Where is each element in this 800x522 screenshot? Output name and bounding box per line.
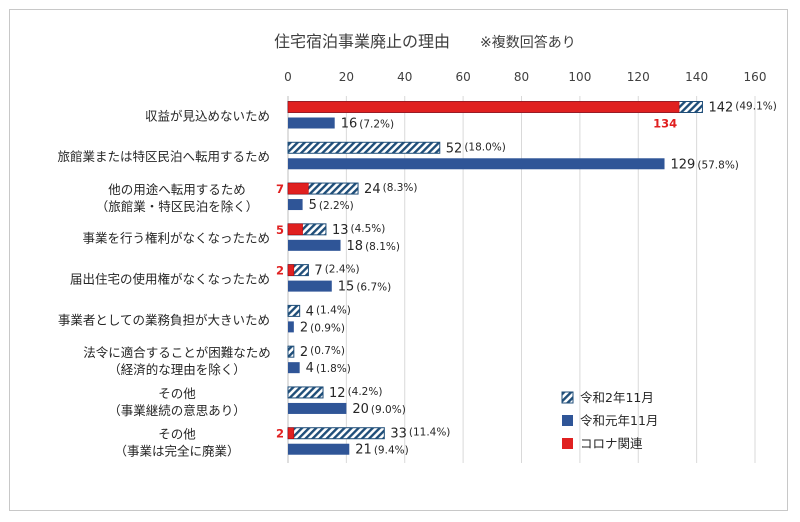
category-label: （旅館業・特区民泊を除く） (96, 199, 259, 214)
legend-swatch (562, 438, 573, 449)
r2-data-label: 13 (4.5%) (332, 223, 385, 238)
bar-r2-nov (287, 141, 441, 154)
r2-data-label: 33 (11.4%) (390, 427, 450, 442)
category-label: （事業は完全に廃業） (114, 444, 239, 459)
bar-r2-nov (287, 386, 324, 399)
corona-data-label: 5 (276, 223, 284, 237)
r1-data-label: 16 (7.2%) (341, 117, 394, 132)
category-label: 法令に適合することが困難なため (83, 345, 271, 360)
x-tick-label: 60 (455, 70, 470, 84)
category-label: 届出住宅の使用権がなくなったため (70, 272, 270, 287)
category-label: 事業を行う権利がなくなったため (82, 231, 270, 246)
bar-r1-nov (288, 321, 294, 333)
chart-subtitle: ※複数回答あり (480, 34, 576, 51)
x-tick-label: 40 (397, 70, 412, 84)
legend-label: コロナ関連 (580, 436, 643, 451)
r2-data-label: 52 (18.0%) (446, 141, 506, 156)
category-label: 旅館業または特区民泊へ転用するため (57, 149, 270, 164)
x-tick-label: 120 (627, 70, 650, 84)
x-tick-label: 0 (284, 70, 292, 84)
bar-corona (287, 427, 295, 439)
corona-data-label: 2 (276, 427, 284, 441)
x-tick-label: 140 (685, 70, 708, 84)
r1-data-label: 21 (9.4%) (355, 443, 408, 458)
category-label: 事業者としての業務負担が大きいため (58, 312, 270, 327)
r2-data-label: 4 (1.4%) (306, 304, 351, 319)
x-tick-label: 80 (514, 70, 529, 84)
x-tick-label: 20 (339, 70, 354, 84)
r1-data-label: 20 (9.0%) (352, 402, 405, 417)
r2-data-label: 7 (2.4%) (314, 264, 359, 279)
bar-corona (287, 182, 309, 195)
chart-title: 住宅宿泊事業廃止の理由 (274, 32, 450, 51)
r2-data-label: 12 (4.2%) (329, 386, 382, 401)
legend-swatch (561, 391, 574, 404)
corona-data-label: 2 (276, 264, 284, 278)
category-label: その他 (158, 427, 196, 442)
bar-r1-nov (288, 239, 341, 251)
bar-r2-nov (287, 304, 301, 317)
r1-data-label: 5 (2.2%) (309, 198, 354, 213)
bar-r1-nov (288, 280, 332, 292)
bar-r1-nov (288, 199, 303, 211)
bar-corona (287, 264, 295, 276)
category-label: 他の用途へ転用するため (108, 182, 246, 197)
chart-frame (9, 9, 788, 511)
r1-data-label: 4 (1.8%) (306, 361, 351, 376)
bar-r1-nov (288, 158, 665, 170)
r1-data-label: 2 (0.9%) (300, 320, 345, 335)
r2-data-label: 142 (49.1%) (708, 101, 776, 116)
bar-r1-nov (288, 117, 335, 129)
corona-data-label: 134 (653, 117, 677, 131)
bar-corona (287, 223, 303, 236)
r1-data-label: 18 (8.1%) (347, 239, 400, 254)
bar-corona (287, 101, 680, 113)
r1-data-label: 15 (6.7%) (338, 280, 391, 295)
bar-r2-nov (287, 345, 295, 358)
x-tick-label: 100 (568, 70, 591, 84)
category-label: 収益が見込めないため (145, 108, 270, 123)
category-label: その他 (158, 386, 196, 401)
corona-data-label: 7 (276, 182, 284, 196)
bar-r2-nov (287, 427, 385, 440)
legend-label: 令和元年11月 (580, 413, 658, 428)
r1-data-label: 129 (57.8%) (671, 157, 739, 172)
bar-r1-nov (288, 443, 350, 455)
legend-label: 令和2年11月 (580, 390, 654, 405)
r2-data-label: 2 (0.7%) (300, 345, 345, 360)
bar-r1-nov (288, 362, 300, 374)
legend-swatch (562, 415, 573, 426)
category-label: （事業継続の意思あり） (108, 403, 246, 418)
bar-r1-nov (288, 402, 347, 414)
category-label: （経済的な理由を除く） (108, 362, 246, 377)
x-tick-label: 160 (744, 70, 767, 84)
r2-data-label: 24 (8.3%) (364, 182, 417, 197)
